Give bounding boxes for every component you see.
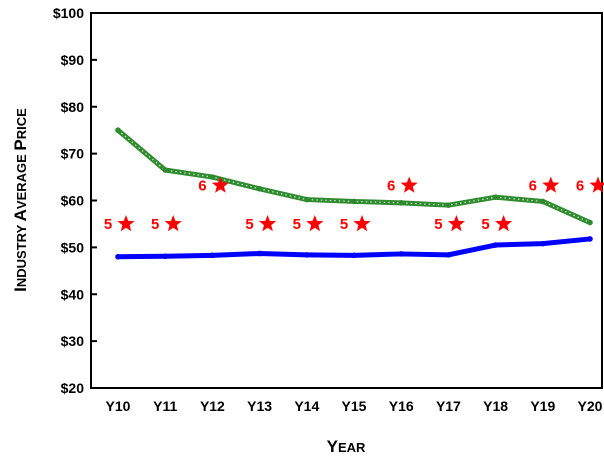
data-point [445,252,452,258]
y-tick-label: $20 [61,380,85,396]
x-tick-label: Y17 [436,398,461,414]
star-label: 5 [481,216,489,233]
data-point [398,251,405,257]
star-label: 5 [293,216,301,233]
star-marker [400,176,418,193]
data-point [492,194,499,201]
x-tick-label: Y12 [200,398,225,414]
x-tick-label: Y14 [294,398,319,414]
data-point [587,236,593,242]
data-point [398,200,405,206]
data-point [351,198,357,205]
star-label: 6 [198,178,206,195]
data-point [351,252,357,259]
data-point [115,253,121,260]
star-marker [495,214,513,232]
star-marker [306,214,324,232]
x-tick-label: Y13 [247,398,272,414]
data-point [209,174,216,180]
star-marker [211,176,229,193]
data-point [256,185,263,192]
data-point [115,127,121,133]
star-marker [259,214,277,232]
data-point [540,240,546,247]
y-axis-ticks: $20 $30 $40 $50 $60 $70 $80 $90 $100 [53,5,97,396]
data-point [492,242,499,248]
x-tick-label: Y18 [483,398,508,414]
star-marker [447,214,465,232]
x-tick-label: Y10 [106,398,131,414]
annotation-layer: 5 5 6 5 5 5 6 5 5 6 6 [104,176,604,233]
data-point [587,219,593,226]
star-label: 5 [434,216,442,233]
star-label: 5 [245,216,253,233]
y-tick-label: $90 [61,52,85,68]
y-tick-label: $80 [61,99,85,115]
y-tick-label: $50 [61,239,85,255]
y-axis-title: INDUSTRY AVERAGE PRICE [11,108,30,292]
y-tick-label: $40 [61,286,85,302]
x-tick-label: Y20 [578,398,603,414]
data-point [162,253,168,260]
y-tick-label: $30 [61,333,85,349]
x-axis-ticks: Y10 Y11 Y12 Y13 Y14 Y15 Y16 Y17 Y18 Y19 Y20 [106,398,603,414]
x-tick-label: Y11 [153,398,177,414]
x-tick-label: Y19 [530,398,555,414]
star-label: 6 [576,178,584,195]
data-point [256,250,263,257]
data-point [445,202,452,208]
star-label: 6 [529,178,537,195]
y-tick-label: $70 [61,146,85,162]
data-point [304,252,310,258]
y-tick-label: $100 [53,5,84,21]
star-label: 5 [340,216,348,233]
data-point [304,196,310,203]
series-layer [115,127,593,260]
x-tick-label: Y15 [342,398,367,414]
star-marker [589,176,604,193]
data-point [209,252,216,259]
data-point [162,167,168,173]
x-axis-title: YEAR [327,437,366,456]
star-label: 6 [387,178,395,195]
star-marker [117,214,135,232]
star-label: 5 [151,216,159,233]
star-marker [353,214,371,232]
star-label: 5 [104,216,112,233]
star-marker [542,176,560,193]
x-tick-label: Y16 [389,398,414,414]
data-point [540,198,546,205]
star-marker [164,214,182,232]
y-tick-label: $60 [61,193,85,209]
